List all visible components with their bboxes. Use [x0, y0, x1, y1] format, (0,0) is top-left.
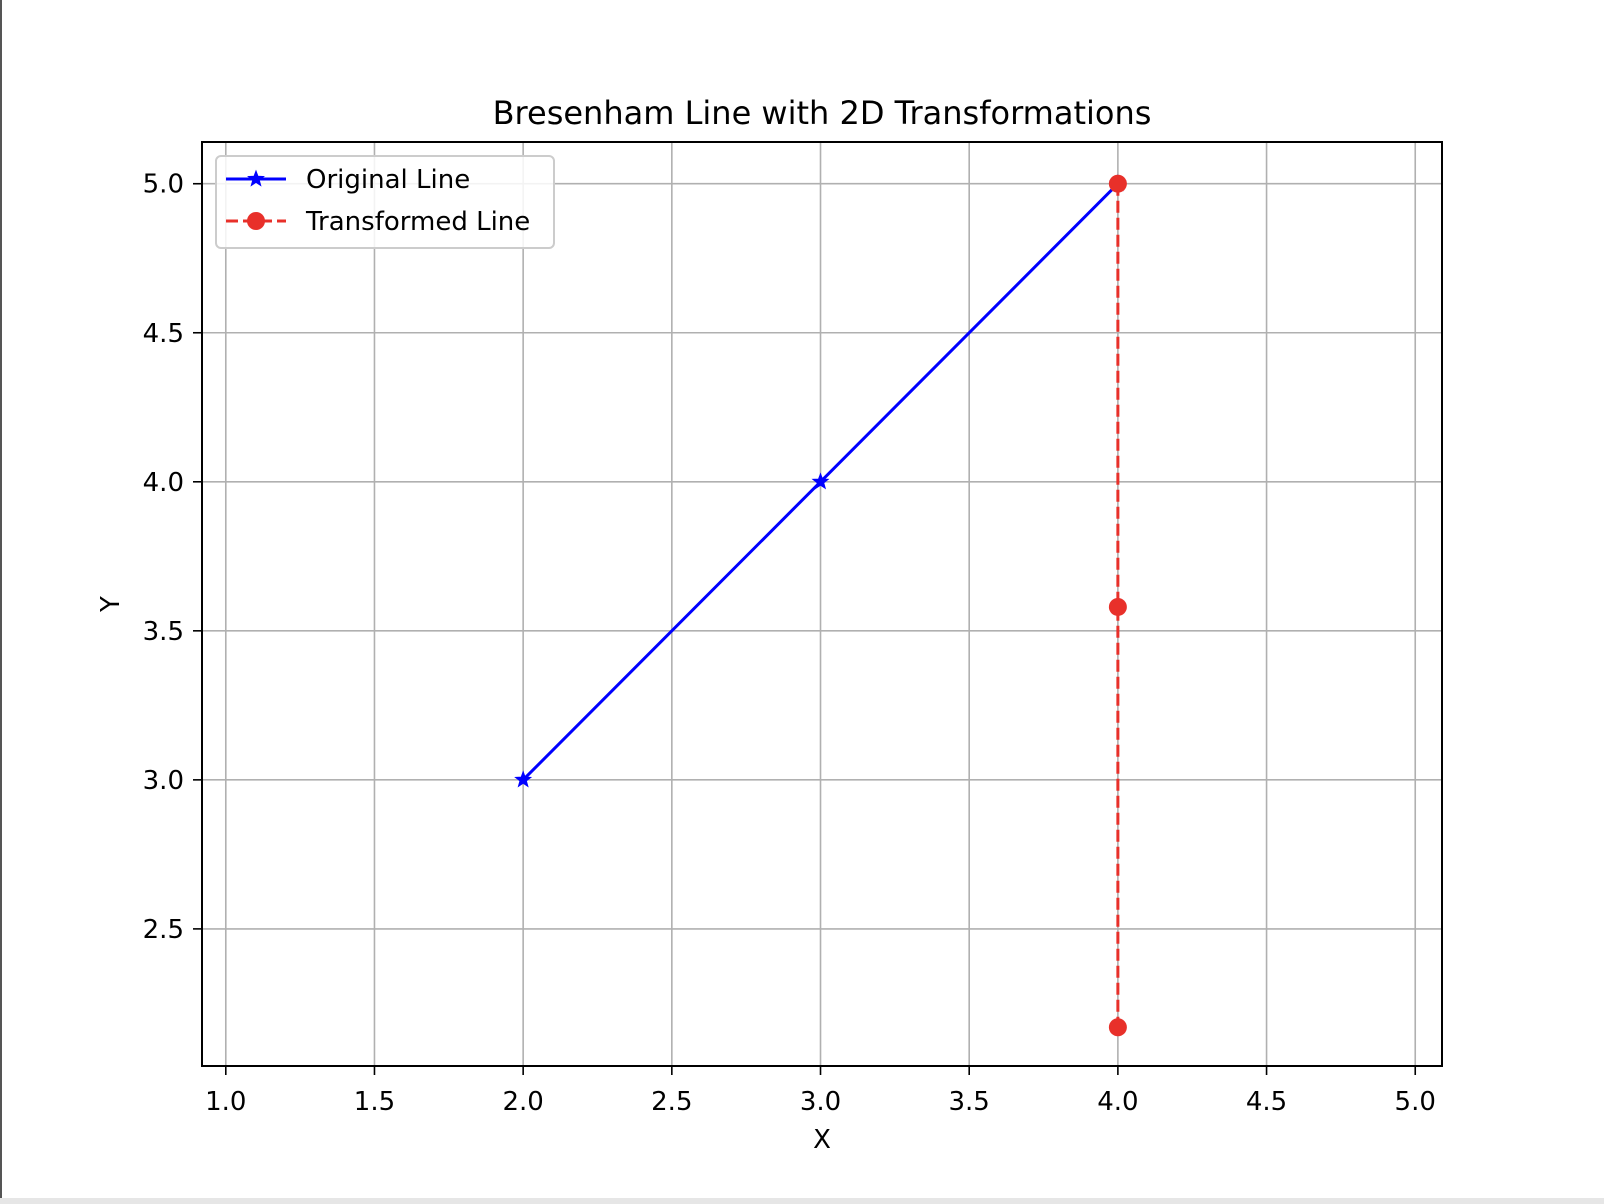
- y-tick-label: 5.0: [143, 170, 184, 200]
- legend-label: Transformed Line: [305, 207, 530, 237]
- plot-area: 1.0 1.5 2.0 2.5 3.0 3.5 4.0 4.5 5.0 2.5 3.0 3.5 4.0 4…: [143, 141, 1443, 1117]
- legend-label: Original Line: [306, 165, 470, 195]
- x-tick-label: 4.0: [1097, 1087, 1138, 1117]
- window-bottom-strip: [0, 1198, 1604, 1204]
- series-layer: [514, 174, 1127, 1037]
- ticks: 1.0 1.5 2.0 2.5 3.0 3.5 4.0 4.5 5.0 2.5 3.0 3.5 4.0 4…: [143, 170, 1436, 1117]
- legend-entry: Transformed Line: [226, 207, 530, 237]
- x-tick-label: 5.0: [1395, 1087, 1436, 1117]
- data-point: [1108, 597, 1127, 616]
- legend-entries: Original Line Transformed Line: [226, 165, 530, 237]
- x-tick-label: 2.0: [502, 1087, 543, 1117]
- y-tick-label: 3.0: [143, 766, 184, 796]
- legend: Original Line Transformed Line: [215, 155, 555, 249]
- legend-entry: Original Line: [226, 165, 470, 195]
- x-tick-label: 1.5: [354, 1087, 395, 1117]
- legend-marker: [247, 212, 265, 230]
- data-point: [514, 770, 533, 788]
- legend-box: [215, 155, 555, 249]
- x-axis-label: X: [813, 1125, 831, 1155]
- x-tick-label: 3.5: [949, 1087, 990, 1117]
- data-point: [1108, 174, 1127, 193]
- y-tick-label: 4.5: [143, 319, 184, 349]
- plot-border: [201, 141, 1443, 1067]
- x-tick-label: 3.0: [800, 1087, 841, 1117]
- data-point: [811, 472, 830, 490]
- y-axis-label: Y: [96, 596, 126, 613]
- x-tick-label: 4.5: [1246, 1087, 1287, 1117]
- series-transformed-line: [1108, 174, 1127, 1037]
- y-tick-label: 4.0: [143, 468, 184, 498]
- x-tick-label: 2.5: [651, 1087, 692, 1117]
- y-tick-label: 3.5: [143, 617, 184, 647]
- y-tick-label: 2.5: [143, 915, 184, 945]
- chart-title: Bresenham Line with 2D Transformations: [493, 94, 1152, 132]
- x-tick-label: 1.0: [205, 1087, 246, 1117]
- plot-frame: [202, 142, 1442, 1066]
- data-point: [1108, 1018, 1127, 1037]
- legend-marker: [247, 169, 265, 187]
